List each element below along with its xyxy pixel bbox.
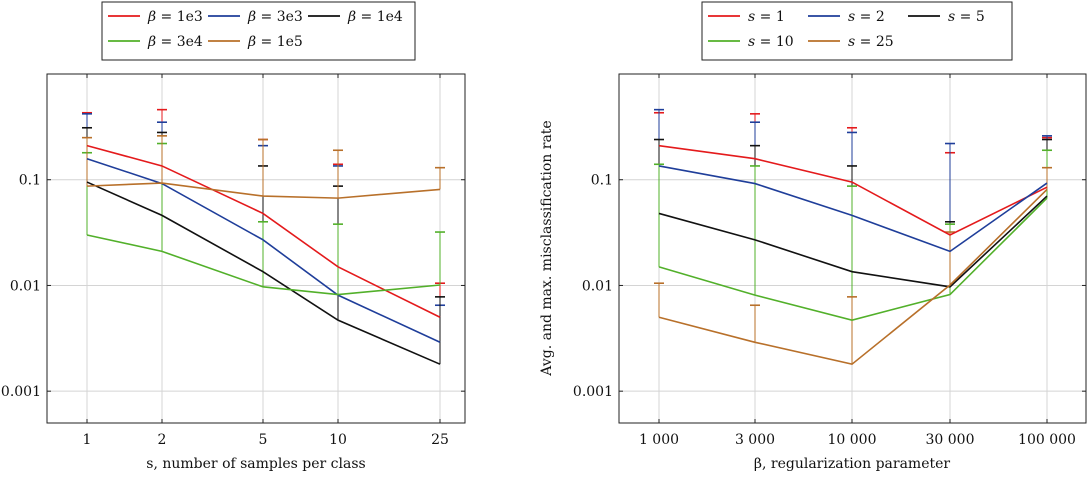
y-tick-label: 0.01 — [10, 278, 41, 294]
x-tick-label: 3 000 — [735, 432, 775, 448]
y-tick-label: 0.1 — [591, 173, 613, 189]
legend-entry: s = 25 — [848, 34, 894, 50]
legend-entry: s = 5 — [948, 9, 985, 25]
x-axis-label: s, number of samples per class — [146, 456, 365, 472]
legend-entry: s = 10 — [748, 34, 794, 50]
x-tick-label: 1 — [83, 432, 92, 448]
legend-entry: β = 1e5 — [247, 34, 303, 50]
legend-entry: β = 1e3 — [147, 9, 203, 25]
legend-entry: β = 3e3 — [247, 9, 303, 25]
series-line — [658, 165, 1048, 253]
series-line — [658, 188, 1048, 366]
x-tick-label: 5 — [259, 432, 268, 448]
series-line — [658, 144, 1048, 236]
series-line — [86, 181, 441, 365]
x-axis-label: β, regularization parameter — [754, 456, 950, 472]
series-line — [658, 197, 1048, 321]
series-line — [86, 157, 441, 344]
x-tick-label: 1 000 — [639, 432, 679, 448]
legend-entry: β = 3e4 — [147, 34, 203, 50]
legend: s = 1 s = 2 s = 5 s = 10 s = 25 — [701, 1, 1013, 61]
legend: β = 1e3 β = 3e3 β = 1e4 β = 3e4 β = 1e5 — [101, 1, 416, 61]
y-tick-label: 0.001 — [1, 384, 41, 400]
y-axis-label: Avg. and max. misclassification rate — [539, 120, 555, 376]
y-tick-label: 0.001 — [573, 384, 613, 400]
right-chart: 0.1 0.01 0.001 1 000 3 000 10 000 30 000 100 00… — [539, 1, 1087, 472]
legend-entry: β = 1e4 — [347, 9, 403, 25]
x-tick-label: 10 000 — [828, 432, 877, 448]
series-line — [86, 144, 441, 318]
y-tick-label: 0.01 — [582, 278, 613, 294]
legend-box — [101, 1, 416, 61]
x-tick-label: 25 — [431, 432, 449, 448]
series-line — [658, 195, 1048, 288]
y-tick-label: 0.1 — [19, 173, 41, 189]
legend-box — [701, 1, 1013, 61]
x-tick-label: 2 — [158, 432, 167, 448]
legend-entry: s = 2 — [848, 9, 885, 25]
plot-frame — [46, 73, 466, 424]
series-line — [86, 234, 441, 296]
legend-entry: s = 1 — [748, 9, 785, 25]
x-tick-label: 10 — [329, 432, 347, 448]
x-tick-label: 100 000 — [1018, 432, 1076, 448]
series-line — [86, 182, 441, 199]
x-tick-label: 30 000 — [926, 432, 975, 448]
